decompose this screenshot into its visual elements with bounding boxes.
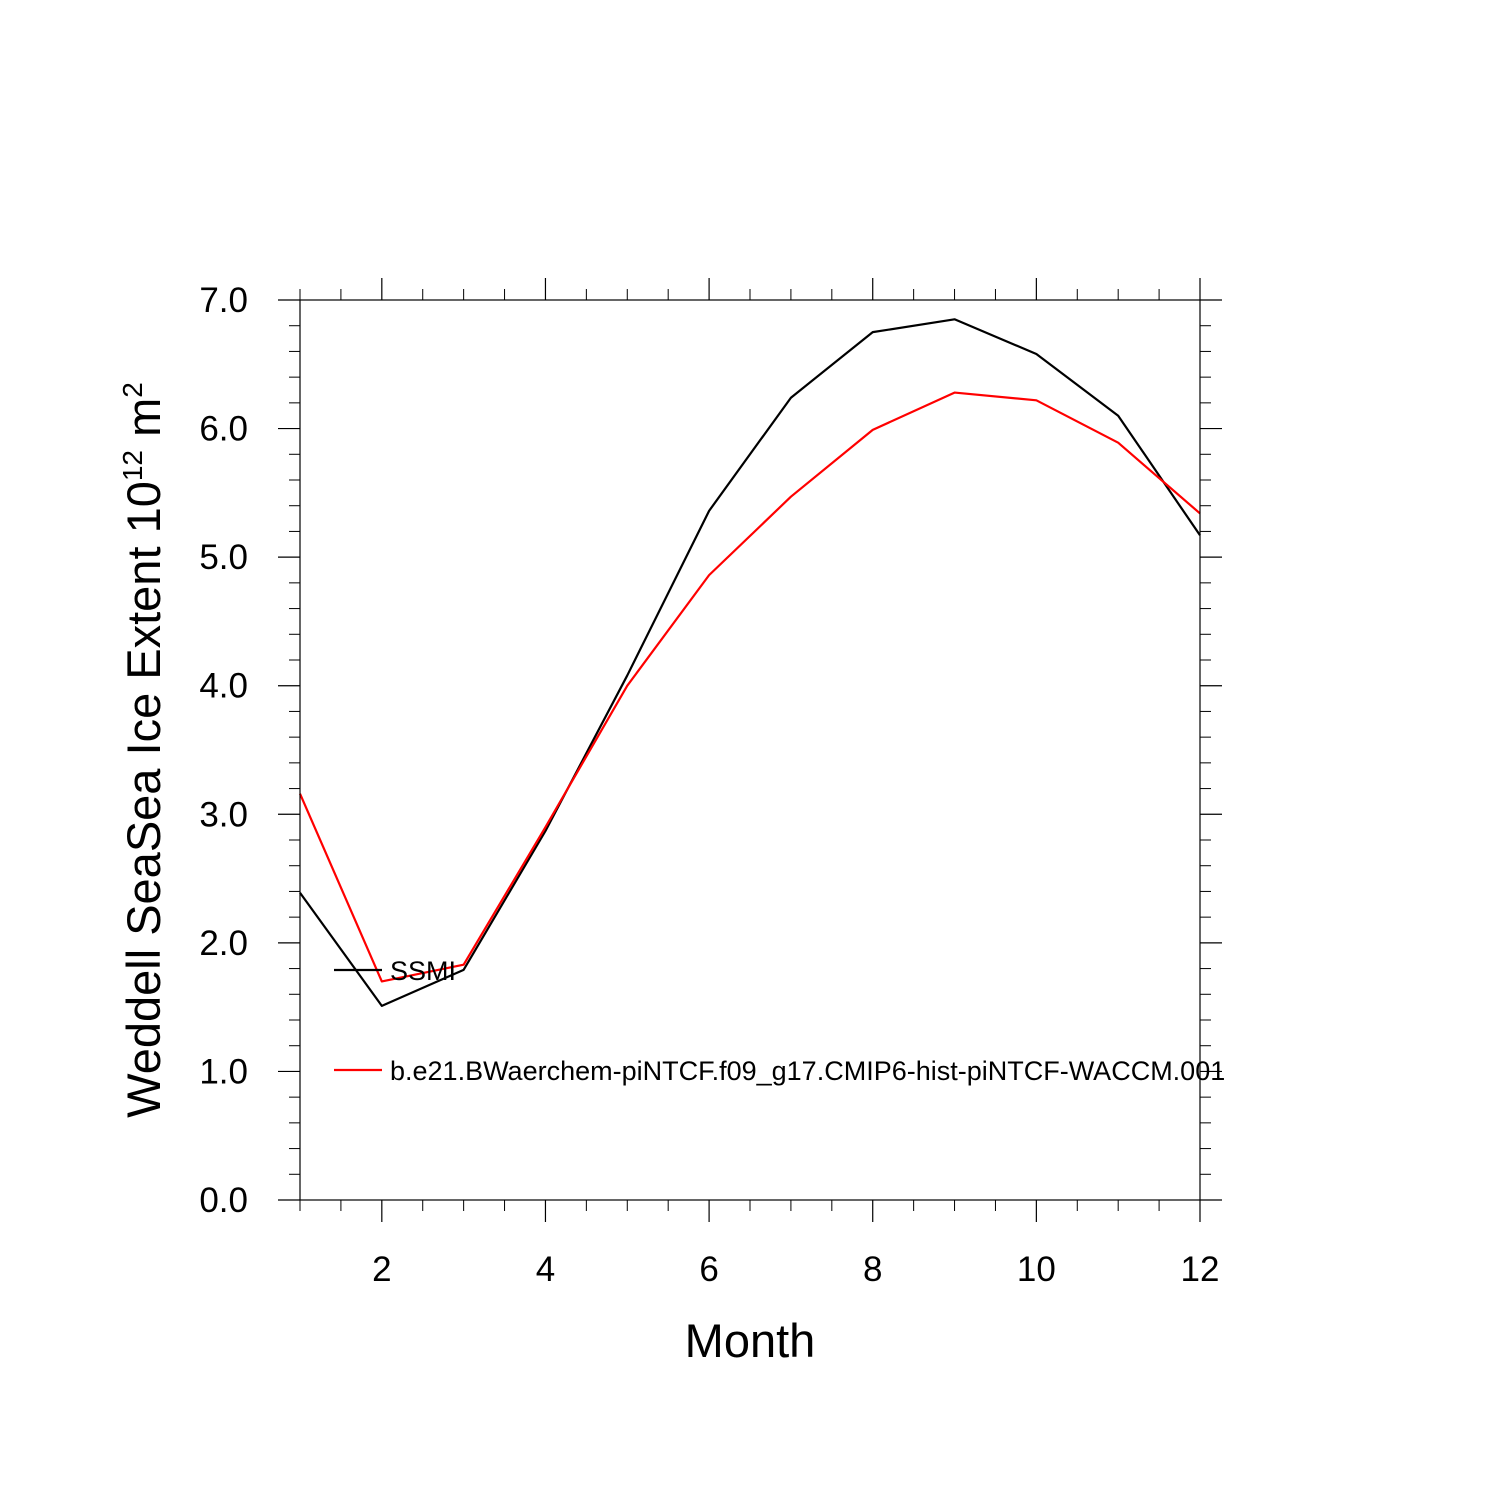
x-tick-label: 2 — [372, 1250, 391, 1289]
major-ticks — [278, 278, 1222, 1222]
y-tick-label: 2.0 — [199, 924, 248, 963]
series-line-model — [298, 391, 1201, 983]
x-tick-label: 6 — [699, 1250, 718, 1289]
y-axis-title-middle: m — [117, 398, 170, 450]
x-axis-title: Month — [685, 1314, 816, 1367]
y-tick-label: 0.0 — [199, 1181, 248, 1220]
y-tick-label: 5.0 — [199, 538, 248, 577]
x-tick-label: 4 — [536, 1250, 555, 1289]
series-lines — [298, 318, 1201, 1007]
legend: SSMI b.e21.BWaerchem-piNTCF.f09_g17.CMIP6… — [334, 956, 1225, 1086]
y-axis-title-exponent-1: 12 — [117, 450, 148, 481]
x-tick-label: 10 — [1017, 1250, 1056, 1289]
y-tick-label: 7.0 — [199, 281, 248, 320]
x-tick-label: 8 — [863, 1250, 882, 1289]
y-axis-title-exponent-2: 2 — [117, 382, 148, 398]
legend-label: b.e21.BWaerchem-piNTCF.f09_g17.CMIP6-his… — [390, 1056, 1225, 1086]
legend-label: SSMI — [390, 956, 456, 986]
y-axis-title: Weddell SeaSea Ice Extent 1012 m2 — [117, 382, 170, 1118]
minor-ticks — [289, 289, 1211, 1211]
series-line-ssmi — [299, 318, 1201, 1007]
plot-frame — [299, 299, 1201, 1201]
y-tick-label: 4.0 — [199, 667, 248, 706]
y-tick-labels: 0.0 1.0 2.0 3.0 4.0 5.0 6.0 7.0 — [199, 281, 248, 1220]
y-tick-label: 6.0 — [199, 410, 248, 449]
y-tick-label: 1.0 — [199, 1052, 248, 1091]
y-axis-title-prefix: Weddell SeaSea Ice Extent 10 — [117, 481, 170, 1118]
x-tick-labels: 2 4 6 8 10 12 — [372, 1250, 1219, 1289]
x-tick-label: 12 — [1181, 1250, 1220, 1289]
y-tick-label: 3.0 — [199, 795, 248, 834]
